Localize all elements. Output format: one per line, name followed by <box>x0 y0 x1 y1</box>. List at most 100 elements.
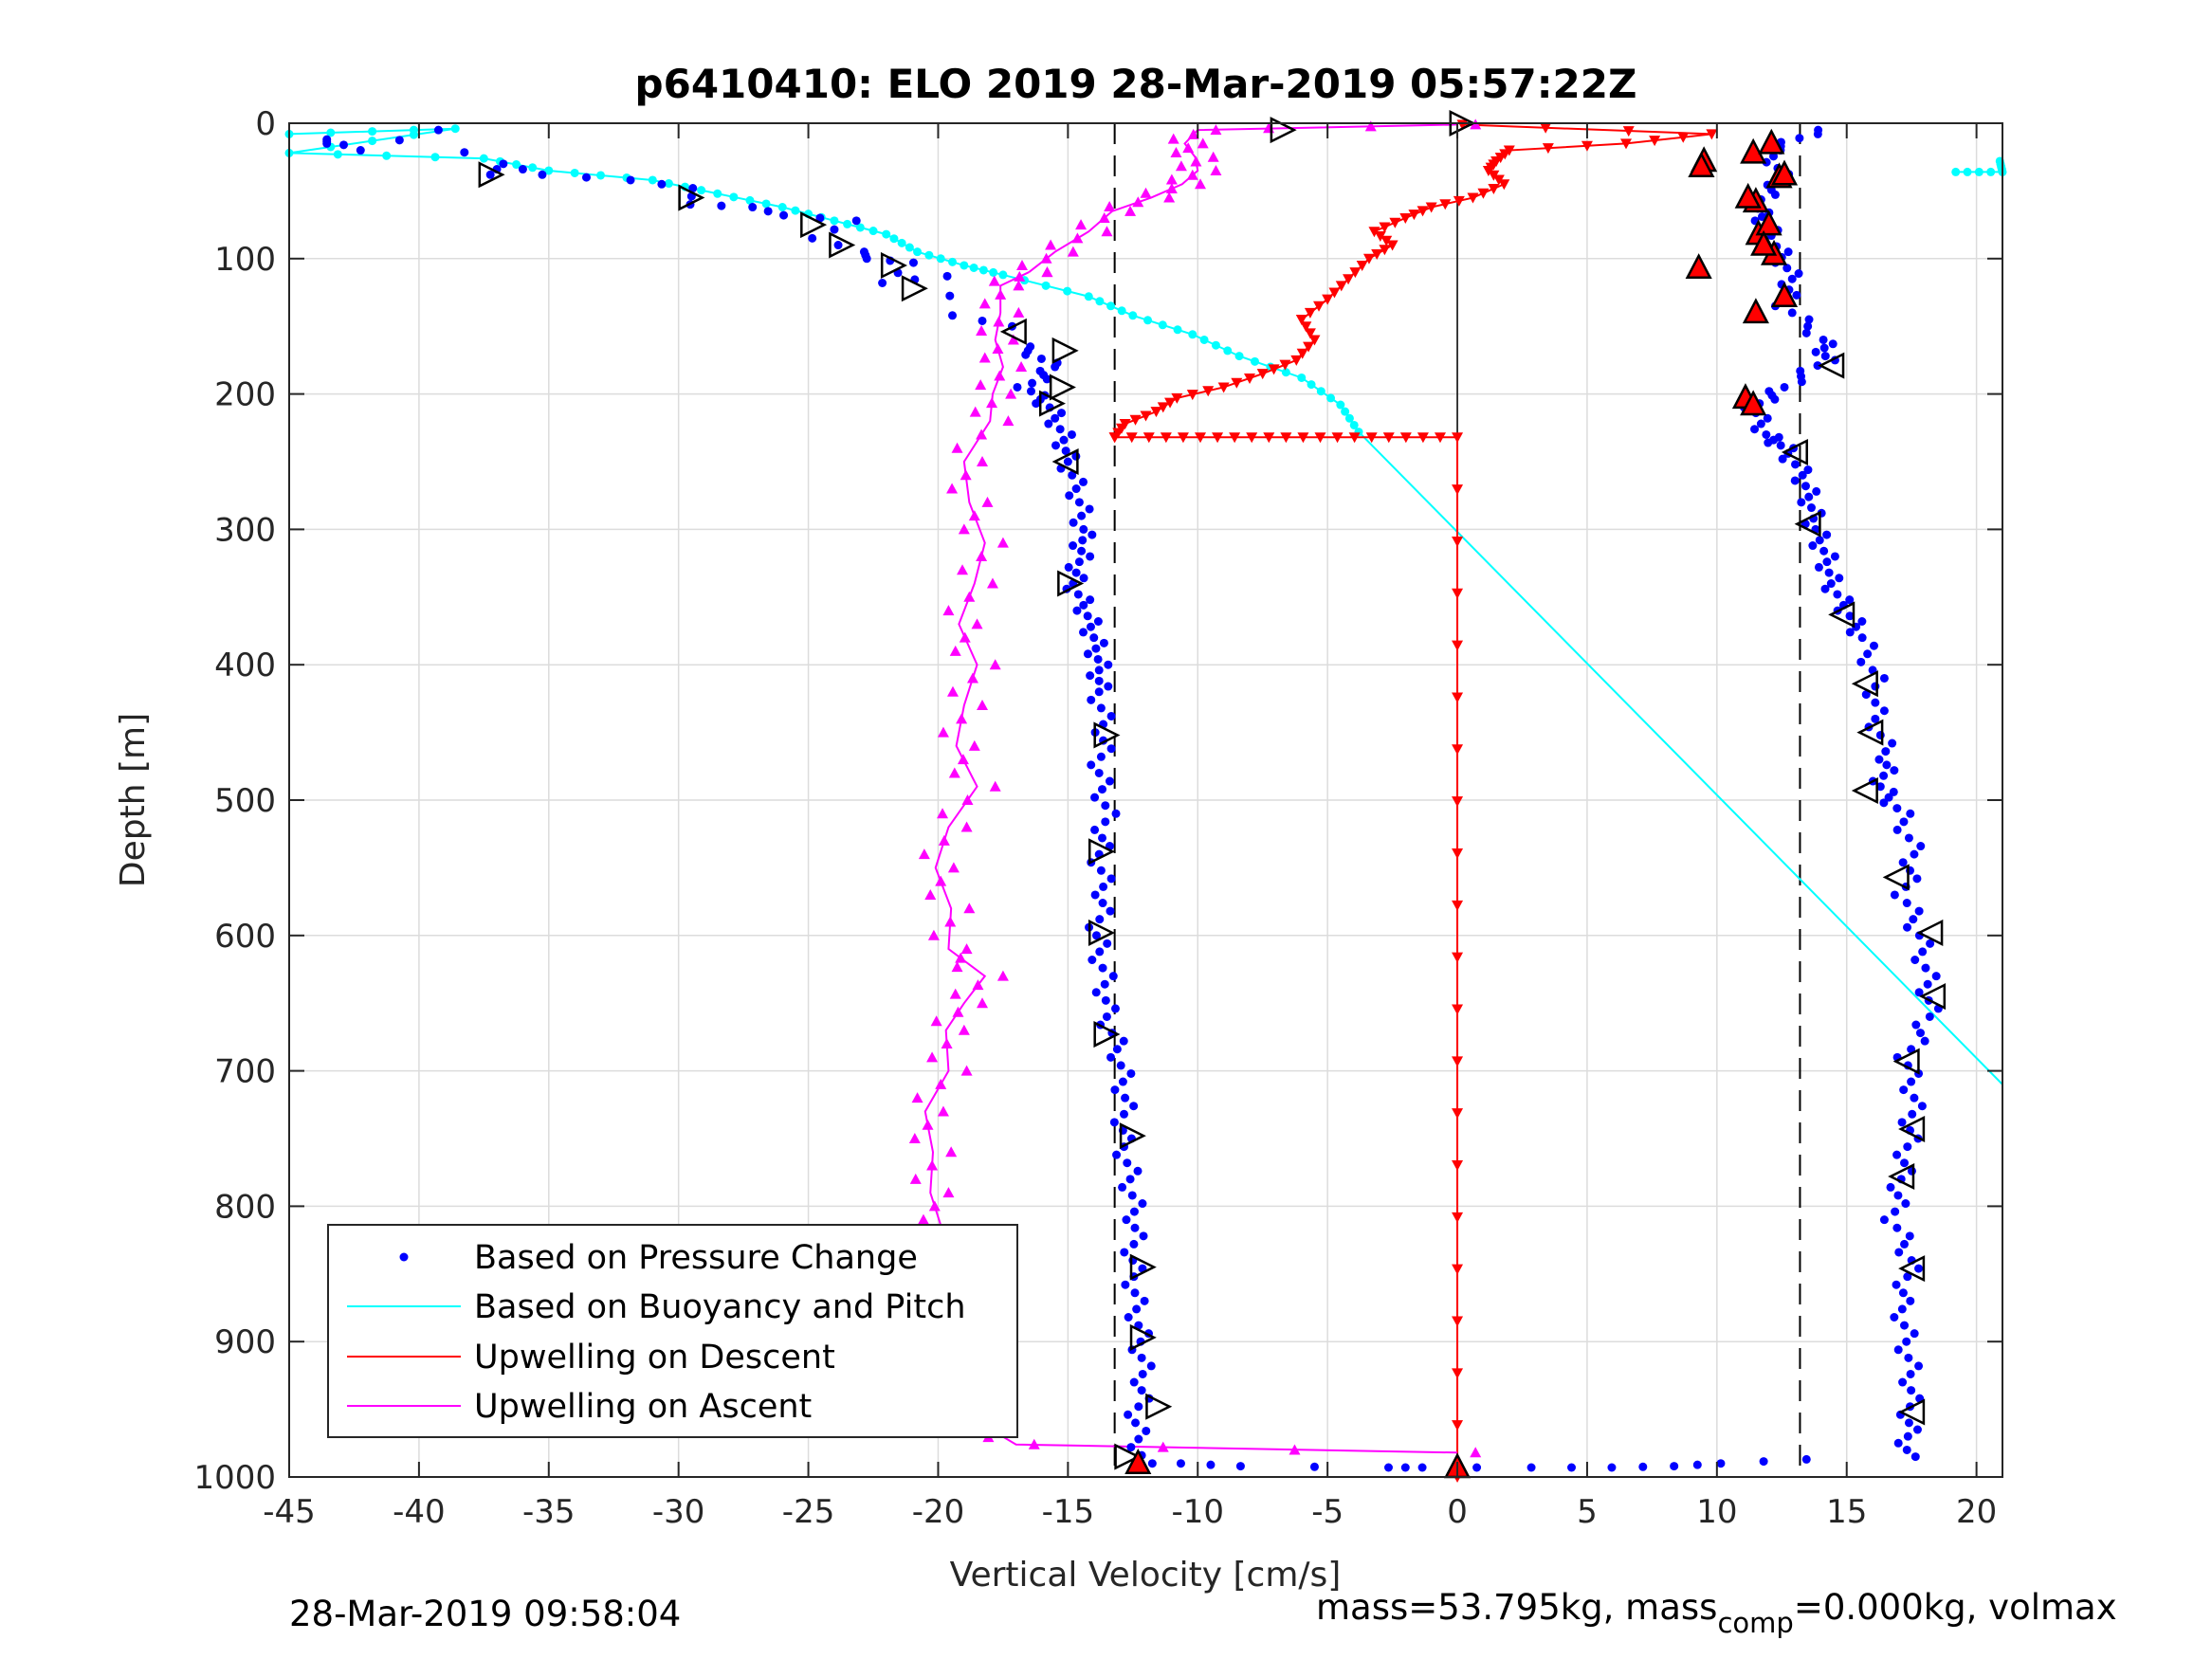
pressure-point <box>1914 1264 1924 1273</box>
pressure-point <box>1908 1109 1917 1119</box>
descent-upwelling-marker <box>1417 432 1429 444</box>
ascent-upwelling-marker <box>935 875 947 886</box>
descent-upwelling-marker <box>1453 195 1465 207</box>
buoyancy-point <box>596 171 606 180</box>
pressure-point <box>1797 498 1806 507</box>
pressure-point <box>1069 518 1078 527</box>
descent-upwelling-marker <box>1581 140 1593 152</box>
pressure-point <box>1074 498 1084 507</box>
ascent-upwelling-marker <box>947 862 960 873</box>
pressure-point <box>1028 378 1037 388</box>
open-triangle-left-marker <box>1051 447 1079 476</box>
pressure-point <box>1077 546 1087 556</box>
descent-upwelling-marker <box>1244 373 1256 384</box>
ascent-upwelling-marker <box>961 794 974 805</box>
descent-upwelling-marker <box>1452 796 1464 808</box>
pressure-point <box>1106 711 1116 720</box>
pressure-point <box>1871 698 1880 707</box>
ascent-upwelling-marker <box>944 916 957 927</box>
pressure-point <box>581 173 591 182</box>
pressure-point <box>1890 1312 1899 1322</box>
ascent-upwelling-marker <box>996 537 1009 548</box>
ascent-upwelling-marker <box>975 379 987 391</box>
pressure-point <box>1105 776 1114 786</box>
descent-upwelling-marker <box>1540 122 1552 134</box>
pressure-point <box>1812 486 1821 496</box>
buoyancy-point <box>1297 373 1307 382</box>
buoyancy-point <box>382 151 392 160</box>
descent-upwelling-marker <box>1452 432 1464 444</box>
ascent-upwelling-marker <box>966 672 978 684</box>
ascent-upwelling-marker <box>960 469 972 481</box>
pressure-point <box>1900 1321 1910 1330</box>
pressure-point <box>1101 995 1110 1005</box>
buoyancy-point <box>1063 286 1072 296</box>
pressure-point <box>1142 1426 1151 1435</box>
pressure-point <box>1909 915 1918 924</box>
buoyancy-point <box>648 175 657 185</box>
pressure-point <box>1824 568 1834 577</box>
legend-entry-label: Upwelling on Descent <box>474 1339 835 1376</box>
pressure-point <box>1061 447 1070 456</box>
ascent-upwelling-marker <box>1175 160 1187 172</box>
pressure-point <box>1044 419 1053 428</box>
legend-entry-label: Based on Buoyancy and Pitch <box>474 1288 966 1326</box>
pressure-point <box>1102 1012 1111 1021</box>
pressure-point <box>356 146 365 155</box>
pressure-point <box>1893 1345 1903 1355</box>
pressure-point <box>1863 649 1873 659</box>
ascent-upwelling-marker <box>977 456 989 466</box>
filled-triangle-marker <box>1750 229 1778 256</box>
open-triangle-right-marker <box>678 184 705 211</box>
buoyancy-point <box>664 179 673 189</box>
buoyancy-point <box>1106 301 1116 311</box>
buoyancy-point <box>1234 352 1244 361</box>
ascent-upwelling-marker <box>951 442 963 453</box>
open-triangle-left-marker <box>1794 510 1821 538</box>
open-triangle-right-marker <box>478 161 505 189</box>
pressure-point <box>1079 574 1088 583</box>
descent-upwelling-marker <box>1343 274 1355 285</box>
buoyancy-point <box>998 270 1008 280</box>
pressure-point <box>1099 638 1108 647</box>
pressure-point <box>1884 793 1893 802</box>
pressure-point <box>1088 956 1097 965</box>
ascent-upwelling-marker <box>1470 1447 1482 1458</box>
pressure-point <box>1914 906 1924 916</box>
descent-upwelling-marker <box>1322 294 1334 305</box>
pressure-point <box>1129 1207 1139 1216</box>
descent-upwelling-marker <box>1160 432 1172 444</box>
descent-upwelling-marker <box>1452 900 1464 911</box>
pressure-point <box>1902 899 1911 908</box>
pressure-point <box>1882 760 1892 770</box>
buoyancy-point <box>761 199 771 209</box>
open-triangle-right-marker <box>1129 1253 1157 1281</box>
pressure-point <box>1235 1462 1245 1471</box>
y-tick-label: 0 <box>255 105 276 143</box>
pressure-point <box>1914 988 1924 997</box>
pressure-point <box>1100 979 1109 989</box>
ascent-upwelling-marker <box>992 343 1004 354</box>
pressure-point <box>1892 1223 1902 1232</box>
pressure-point <box>1893 1438 1903 1448</box>
filled-triangle-marker <box>1688 151 1715 177</box>
pressure-point <box>1129 1377 1139 1387</box>
pressure-point <box>1811 347 1820 356</box>
open-triangle-right-marker <box>1088 919 1116 946</box>
pressure-point <box>1750 425 1760 434</box>
descent-upwelling-marker <box>1452 1316 1464 1327</box>
pressure-point <box>948 311 958 320</box>
open-triangle-right-marker <box>1093 721 1121 749</box>
pressure-point <box>1911 1020 1921 1030</box>
buoyancy-point <box>1143 316 1153 325</box>
open-triangle-left-marker <box>1882 864 1910 891</box>
pressure-point <box>1110 1085 1120 1095</box>
buoyancy-point <box>882 229 891 239</box>
descent-upwelling-marker <box>1157 402 1169 413</box>
pressure-point <box>942 271 952 281</box>
pressure-point <box>1808 541 1818 551</box>
pressure-point <box>1804 492 1814 501</box>
descent-upwelling-marker <box>1452 952 1464 963</box>
ascent-upwelling-marker <box>908 1133 921 1143</box>
pressure-point <box>1104 682 1113 691</box>
